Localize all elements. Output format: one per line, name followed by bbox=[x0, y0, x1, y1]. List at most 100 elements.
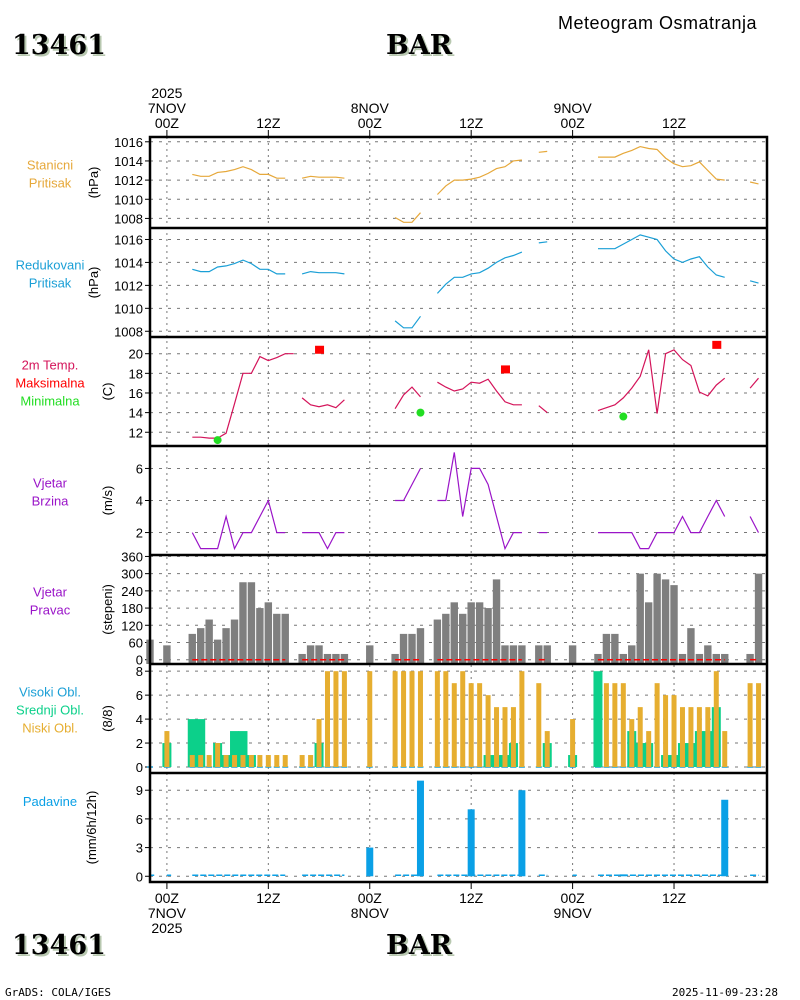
low-cloud-bar bbox=[215, 743, 221, 768]
wind-dir-bar bbox=[306, 645, 315, 664]
series-line bbox=[394, 386, 421, 410]
credit-text: GrADS: COLA/IGES bbox=[5, 986, 111, 999]
top-time-label: 9NOV bbox=[554, 100, 593, 116]
wind-dir-bar bbox=[450, 602, 458, 664]
y-tick-label: 1014 bbox=[114, 154, 143, 169]
wind-dir-bar bbox=[535, 645, 543, 664]
low-cloud-bar bbox=[570, 719, 576, 768]
y-tick-label: 9 bbox=[136, 783, 143, 798]
wind-dir-bar bbox=[230, 619, 239, 664]
wind-dir-bar bbox=[661, 579, 670, 664]
y-tick-label: 1012 bbox=[114, 278, 143, 293]
low-cloud-bar bbox=[401, 671, 407, 768]
y-tick-label: 1010 bbox=[114, 192, 143, 207]
series-line bbox=[192, 353, 294, 439]
low-cloud-bar bbox=[688, 707, 694, 768]
top-time-label: 00Z bbox=[358, 115, 383, 131]
wind-dir-bar bbox=[509, 645, 518, 664]
wind-dir-bar bbox=[416, 628, 425, 664]
panel-temperature: 12 14 16 18 20 (C) 2m Temp. Maksimalna Minimalna bbox=[15, 340, 767, 445]
wind-dir-bar bbox=[239, 582, 247, 664]
precip-bar bbox=[366, 847, 374, 877]
y-tick-label: 0 bbox=[136, 869, 143, 884]
low-cloud-bar bbox=[646, 731, 652, 768]
wind-dir-bar bbox=[340, 653, 349, 664]
wind-dir-bar bbox=[687, 628, 695, 664]
low-cloud-bar bbox=[265, 755, 271, 768]
tmax-marker bbox=[500, 365, 510, 374]
series-line bbox=[749, 280, 759, 284]
series-line bbox=[749, 377, 759, 389]
low-cloud-bar bbox=[713, 671, 719, 768]
low-cloud-bar bbox=[654, 683, 660, 768]
wind-dir-bar bbox=[163, 645, 171, 664]
y-axis-label: (hPa) bbox=[86, 267, 101, 299]
y-tick-label: 0 bbox=[136, 653, 143, 668]
series-line bbox=[191, 498, 286, 551]
wind-dir-bar bbox=[619, 653, 628, 664]
y-tick-label: 240 bbox=[121, 584, 143, 599]
low-cloud-bar bbox=[274, 755, 280, 768]
low-cloud-bar bbox=[620, 683, 626, 768]
y-tick-label: 12 bbox=[129, 425, 143, 440]
mid-cloud-bar bbox=[196, 719, 206, 768]
tmin-marker bbox=[213, 436, 222, 445]
bottom-time-label: 7NOV bbox=[148, 905, 187, 921]
low-cloud-bar bbox=[392, 671, 398, 768]
low-cloud-bar bbox=[324, 671, 330, 768]
panel-label: Pravac bbox=[30, 603, 71, 618]
series-line bbox=[538, 405, 548, 414]
y-tick-label: 16 bbox=[129, 386, 143, 401]
low-cloud-bar bbox=[663, 695, 669, 768]
wind-dir-bar bbox=[475, 602, 484, 664]
top-time-label: 12Z bbox=[459, 115, 484, 131]
y-axis-label: (mm/6h/12h) bbox=[84, 791, 99, 865]
panel-label: Stanicni bbox=[27, 158, 73, 173]
wind-dir-bar bbox=[256, 608, 264, 664]
series-line bbox=[301, 270, 345, 275]
low-cloud-bar bbox=[409, 671, 415, 768]
panel-label: Vjetar bbox=[33, 476, 68, 491]
y-tick-label: 0 bbox=[136, 760, 143, 775]
wind-dir-bar bbox=[644, 602, 653, 664]
wind-dir-bar bbox=[298, 653, 306, 664]
wind-dir-bar bbox=[568, 645, 577, 664]
top-time-label: 2025 bbox=[151, 85, 182, 101]
series-line bbox=[301, 397, 345, 409]
series-line bbox=[538, 241, 548, 244]
bottom-time-label: 00Z bbox=[561, 890, 586, 906]
bottom-time-label: 12Z bbox=[459, 890, 484, 906]
precip-bar bbox=[619, 874, 627, 877]
wind-dir-bar bbox=[611, 633, 619, 664]
y-tick-label: 180 bbox=[121, 601, 143, 616]
y-axis-label: (m/s) bbox=[100, 486, 115, 516]
y-tick-label: 6 bbox=[136, 688, 143, 703]
series-line bbox=[394, 212, 421, 223]
panel-label: Niski Obl. bbox=[22, 721, 78, 736]
low-cloud-bar bbox=[248, 755, 254, 768]
series-line bbox=[192, 166, 286, 179]
y-tick-label: 1016 bbox=[114, 135, 143, 150]
panel-label: 2m Temp. bbox=[22, 358, 79, 373]
precip-bar bbox=[518, 790, 526, 877]
top-time-label: 00Z bbox=[155, 115, 180, 131]
y-tick-label: 4 bbox=[136, 712, 143, 727]
y-tick-label: 2 bbox=[136, 526, 143, 541]
y-tick-label: 1010 bbox=[114, 301, 143, 316]
panel-wind-direction: 0 60 120 180 240 300 360 (stepeni) Vjetar Pravac bbox=[30, 549, 767, 668]
wind-dir-bar bbox=[484, 608, 492, 664]
low-cloud-bar bbox=[341, 671, 347, 768]
y-tick-label: 14 bbox=[129, 406, 143, 421]
low-cloud-bar bbox=[189, 755, 195, 768]
wind-dir-bar bbox=[518, 645, 526, 664]
series-line bbox=[301, 175, 345, 179]
series-line bbox=[749, 181, 759, 185]
y-tick-label: 1016 bbox=[114, 232, 143, 247]
y-axis-label: (hPa) bbox=[86, 167, 101, 199]
series-line bbox=[597, 349, 726, 414]
wind-dir-bar bbox=[754, 573, 763, 664]
y-tick-label: 1008 bbox=[114, 211, 143, 226]
y-tick-label: 4 bbox=[136, 494, 143, 509]
plot-frame bbox=[148, 135, 769, 884]
